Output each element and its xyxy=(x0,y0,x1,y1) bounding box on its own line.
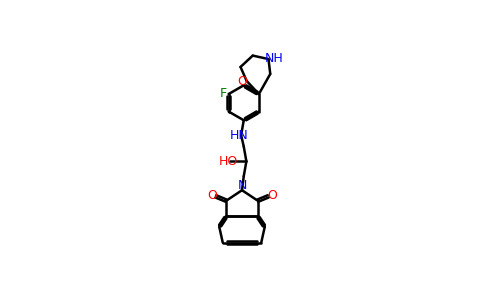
Text: HN: HN xyxy=(230,129,249,142)
Text: HO: HO xyxy=(218,155,238,168)
Text: O: O xyxy=(207,189,217,202)
Text: NH: NH xyxy=(264,52,283,65)
Text: F: F xyxy=(220,87,227,100)
Text: N: N xyxy=(238,179,247,192)
Text: O: O xyxy=(237,75,247,88)
Text: O: O xyxy=(267,189,277,202)
